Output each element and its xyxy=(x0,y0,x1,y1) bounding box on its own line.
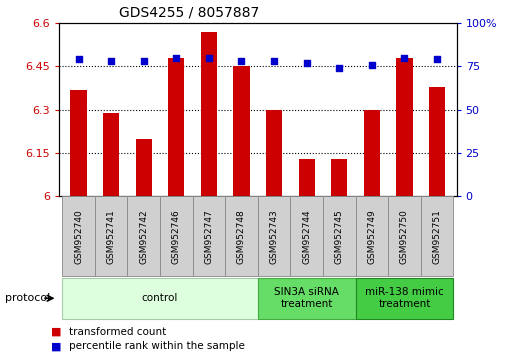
Text: protocol: protocol xyxy=(5,293,50,303)
Point xyxy=(74,57,83,62)
Text: ■: ■ xyxy=(51,327,62,337)
Point xyxy=(368,62,376,68)
Point xyxy=(205,55,213,61)
Bar xyxy=(258,278,356,319)
Point xyxy=(270,58,278,64)
Bar xyxy=(290,196,323,276)
Bar xyxy=(201,32,217,196)
Text: GSM952744: GSM952744 xyxy=(302,209,311,264)
Text: miR-138 mimic
treatment: miR-138 mimic treatment xyxy=(365,287,444,309)
Bar xyxy=(356,196,388,276)
Text: GSM952743: GSM952743 xyxy=(269,209,279,264)
Text: GSM952741: GSM952741 xyxy=(107,209,115,264)
Text: GSM952748: GSM952748 xyxy=(237,209,246,264)
Text: GSM952746: GSM952746 xyxy=(172,209,181,264)
Point xyxy=(400,55,408,61)
Point xyxy=(238,58,246,64)
Text: GDS4255 / 8057887: GDS4255 / 8057887 xyxy=(119,5,259,19)
Bar xyxy=(323,196,356,276)
Text: GSM952750: GSM952750 xyxy=(400,209,409,264)
Point xyxy=(303,60,311,66)
Text: control: control xyxy=(142,293,178,303)
Point xyxy=(335,65,343,71)
Bar xyxy=(192,196,225,276)
Bar xyxy=(168,58,185,196)
Bar xyxy=(299,159,315,196)
Bar xyxy=(421,196,453,276)
Bar xyxy=(429,87,445,196)
Bar xyxy=(70,90,87,196)
Text: ■: ■ xyxy=(51,341,62,351)
Bar xyxy=(331,159,347,196)
Bar xyxy=(364,110,380,196)
Bar xyxy=(258,196,290,276)
Text: GSM952742: GSM952742 xyxy=(139,209,148,264)
Bar xyxy=(356,278,453,319)
Text: GSM952751: GSM952751 xyxy=(432,209,442,264)
Bar xyxy=(103,113,120,196)
Text: GSM952749: GSM952749 xyxy=(367,209,377,264)
Bar xyxy=(62,278,258,319)
Point xyxy=(433,57,441,62)
Bar xyxy=(135,139,152,196)
Point xyxy=(107,58,115,64)
Bar xyxy=(233,66,250,196)
Text: percentile rank within the sample: percentile rank within the sample xyxy=(69,341,245,351)
Bar xyxy=(95,196,127,276)
Text: transformed count: transformed count xyxy=(69,327,167,337)
Point xyxy=(172,55,181,61)
Text: GSM952747: GSM952747 xyxy=(204,209,213,264)
Bar xyxy=(160,196,192,276)
Text: GSM952745: GSM952745 xyxy=(335,209,344,264)
Point xyxy=(140,58,148,64)
Bar xyxy=(388,196,421,276)
Bar xyxy=(127,196,160,276)
Bar xyxy=(396,58,412,196)
Bar xyxy=(62,196,95,276)
Text: SIN3A siRNA
treatment: SIN3A siRNA treatment xyxy=(274,287,339,309)
Bar xyxy=(225,196,258,276)
Bar xyxy=(266,110,282,196)
Text: GSM952740: GSM952740 xyxy=(74,209,83,264)
